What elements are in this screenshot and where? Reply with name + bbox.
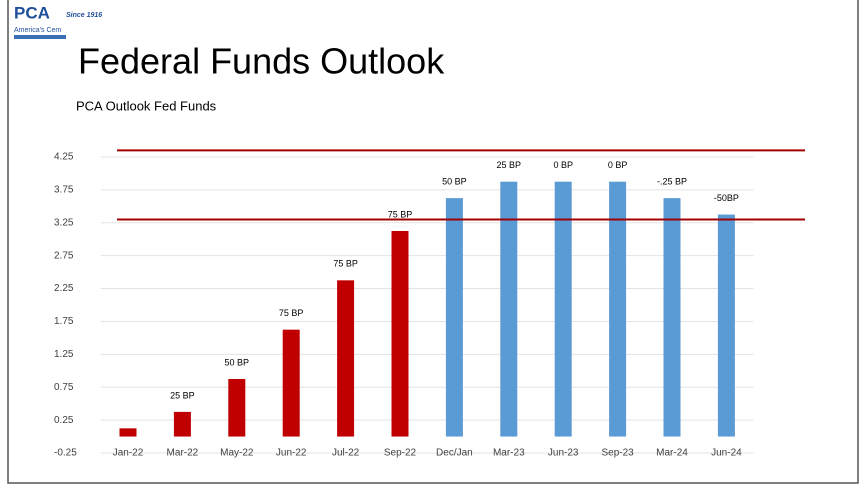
bar-label: 75 BP [279, 308, 304, 318]
chart-title: Federal Funds Outlook [78, 41, 445, 82]
x-tick-label: Jun-22 [276, 448, 307, 459]
y-tick-label: 3.75 [54, 185, 74, 196]
bar [663, 198, 681, 437]
logo-bar [14, 35, 66, 39]
x-tick-label: Sep-22 [384, 448, 417, 459]
bar-label: 0 BP [553, 160, 573, 170]
bar [445, 198, 463, 437]
logo-name: PCA [14, 3, 50, 22]
bar-label-bg [488, 158, 529, 173]
y-tick-label: 1.75 [54, 316, 74, 327]
bar-label-bg [325, 257, 366, 272]
bar [119, 428, 137, 437]
y-tick-label: 0.75 [54, 382, 74, 393]
y-tick-label: 2.25 [54, 283, 74, 294]
bar-label: 25 BP [497, 160, 522, 170]
bar-label: -.25 BP [657, 176, 687, 186]
bar [500, 181, 518, 437]
logo-since: Since 1916 [66, 12, 102, 19]
bar-label-bg [216, 356, 257, 370]
x-tick-label: Mar-22 [167, 448, 199, 459]
bar [391, 231, 409, 437]
bar-label-bg [597, 158, 638, 173]
bar [609, 181, 627, 437]
logo-tagline: America's Cem [14, 27, 61, 34]
bar [228, 379, 246, 437]
x-tick-label: Mar-23 [493, 448, 525, 459]
bar [282, 329, 300, 437]
bar-label: 50 BP [442, 176, 467, 186]
bar-label: 25 BP [170, 390, 195, 400]
bar-label-bg [706, 191, 747, 206]
bar [717, 214, 735, 437]
bar-label-bg [652, 175, 692, 190]
bar [173, 411, 191, 437]
bar [554, 181, 572, 437]
bar-label: -50BP [714, 193, 739, 203]
bar-label: 75 BP [388, 209, 413, 219]
y-tick-label: 1.25 [54, 349, 74, 360]
bar-label: 0 BP [608, 160, 628, 170]
y-tick-label: 4.25 [54, 152, 74, 163]
x-tick-label: Jun-24 [711, 448, 742, 459]
bar-label-bg [543, 158, 584, 173]
x-tick-label: May-22 [220, 448, 254, 459]
x-tick-label: Dec/Jan [436, 448, 473, 459]
bar [337, 280, 355, 437]
x-tick-label: Jan-22 [113, 448, 144, 459]
x-tick-label: Jun-23 [548, 448, 579, 459]
x-tick-label: Mar-24 [656, 448, 688, 459]
slide-frame [7, 0, 859, 484]
chart-subtitle: PCA Outlook Fed Funds [76, 98, 217, 113]
bar-label-bg [271, 306, 312, 321]
y-tick-label: -0.25 [54, 448, 77, 459]
y-tick-label: 0.25 [54, 415, 74, 426]
bar-label: 50 BP [225, 357, 250, 367]
bar-label: 75 BP [333, 259, 358, 269]
bar-label-bg [434, 175, 475, 190]
y-tick-label: 3.25 [54, 217, 74, 228]
y-tick-label: 2.75 [54, 250, 74, 261]
x-tick-label: Jul-22 [332, 448, 360, 459]
x-tick-label: Sep-23 [601, 448, 634, 459]
bar-label-bg [162, 388, 203, 403]
